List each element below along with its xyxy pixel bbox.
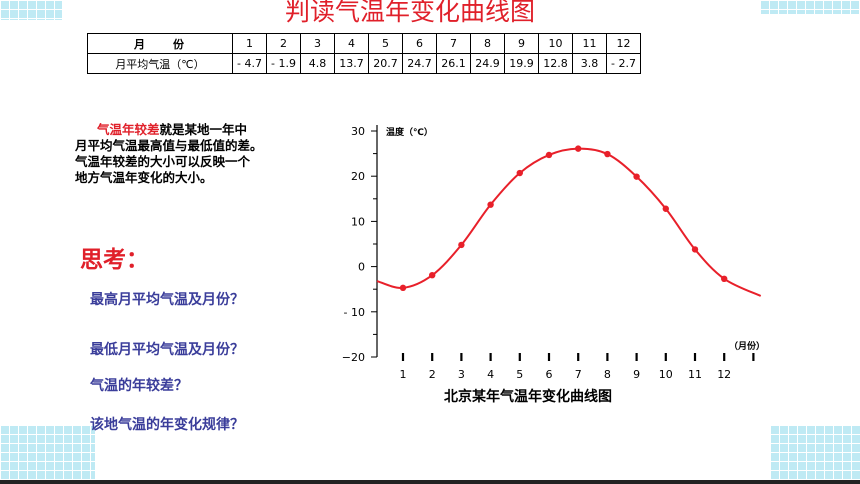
- table-cell: 3.8: [572, 53, 607, 74]
- corner-decoration-top-right: [760, 0, 860, 14]
- corner-decoration-bottom-right: [770, 425, 860, 484]
- think-heading: 思考：: [80, 247, 149, 273]
- data-point: [399, 284, 407, 292]
- table-cell: 26.1: [436, 53, 471, 74]
- data-point: [691, 246, 699, 253]
- y-tick-label: 30: [351, 125, 365, 138]
- data-point: [458, 241, 465, 249]
- table-cell: 6: [402, 33, 437, 54]
- chart-title: 北京某年气温年变化曲线图: [444, 389, 612, 405]
- question-3: 气温的年较差？: [90, 378, 188, 394]
- x-tick-label: 12: [717, 368, 731, 381]
- table-cell: 2: [266, 33, 301, 54]
- data-point: [575, 145, 582, 152]
- x-tick-label: 6: [546, 368, 553, 381]
- table-cell: - 4.7: [232, 53, 267, 74]
- definition-line-2: 月平均气温最高值与最低值的差。: [75, 138, 263, 153]
- data-point: [545, 151, 553, 159]
- table-header-month: 月 份: [87, 33, 233, 54]
- y-tick-label: 20: [351, 170, 365, 183]
- x-tick-label: 2: [429, 368, 436, 381]
- y-axis-label: 温度（℃）: [386, 126, 433, 138]
- table-cell: 4.8: [300, 53, 335, 74]
- table-cell: 1: [232, 33, 267, 54]
- table-cell: 5: [368, 33, 403, 54]
- data-point: [516, 169, 523, 177]
- table-header-temp: 月平均气温（℃）: [87, 53, 233, 74]
- x-tick-label: 11: [688, 368, 702, 381]
- question-4: 该地气温的年变化规律？: [90, 417, 244, 433]
- y-tick-label: −20: [342, 351, 365, 364]
- table-cell: 10: [538, 33, 573, 54]
- temperature-table: 月 份 1 2 3 4 5 6 7 8 9 10 11 12 月平均气温（℃） …: [87, 33, 641, 74]
- x-tick-label: 10: [659, 368, 673, 381]
- x-tick-label: 5: [516, 368, 523, 381]
- table-cell: 24.9: [470, 53, 505, 74]
- x-tick-label: 9: [633, 368, 640, 381]
- table-cell: 8: [470, 33, 505, 54]
- definition-line-1-rest: 就是某地一年中: [159, 122, 248, 137]
- x-axis-label: （月份）: [729, 340, 765, 352]
- question-2: 最低月平均气温及月份？: [90, 342, 244, 358]
- corner-decoration-top-left: [0, 0, 62, 20]
- data-point: [662, 205, 669, 212]
- page-title: 判读气温年变化曲线图: [284, 0, 535, 26]
- table-cell: 13.7: [334, 53, 369, 74]
- data-point: [487, 201, 494, 208]
- table-row-temps: 月平均气温（℃） - 4.7 - 1.9 4.8 13.7 20.7 24.7 …: [87, 53, 641, 74]
- x-tick-label: 8: [604, 368, 611, 381]
- definition-line-1: 气温年较差就是某地一年中: [75, 122, 340, 138]
- x-tick-label: 1: [400, 368, 407, 381]
- table-cell: - 1.9: [266, 53, 301, 74]
- data-point: [604, 150, 611, 158]
- question-1: 最高月平均气温及月份？: [90, 292, 244, 308]
- y-tick-label: 0: [358, 261, 365, 274]
- definition-line-4: 地方气温年变化的大小。: [75, 170, 213, 185]
- chart-series: [376, 145, 762, 297]
- table-cell: - 2.7: [606, 53, 641, 74]
- table-cell: 20.7: [368, 53, 403, 74]
- table-cell: 3: [300, 33, 335, 54]
- definition-line-3: 气温年较差的大小可以反映一个: [75, 154, 251, 169]
- y-tick-label: 10: [351, 215, 365, 228]
- table-cell: 19.9: [504, 53, 539, 74]
- table-cell: 11: [572, 33, 607, 54]
- y-tick-label: - 10: [344, 306, 365, 319]
- table-cell: 9: [504, 33, 539, 54]
- table-cell: 7: [436, 33, 471, 54]
- x-tick-label: 3: [458, 368, 465, 381]
- corner-decoration-bottom-left: [0, 425, 95, 484]
- bottom-border-line: [0, 480, 860, 484]
- x-tick-label: 4: [487, 368, 494, 381]
- table-cell: 12.8: [538, 53, 573, 74]
- data-point: [429, 271, 436, 279]
- data-point: [721, 275, 728, 283]
- table-row-months: 月 份 1 2 3 4 5 6 7 8 9 10 11 12: [87, 33, 641, 54]
- table-cell: 4: [334, 33, 369, 54]
- table-cell: 12: [606, 33, 641, 54]
- x-tick-label: 7: [575, 368, 582, 381]
- data-point: [633, 173, 640, 180]
- table-cell: 24.7: [402, 53, 437, 74]
- definition-text: 气温年较差就是某地一年中 月平均气温最高值与最低值的差。 气温年较差的大小可以反…: [75, 122, 340, 186]
- definition-highlight: 气温年较差: [97, 122, 160, 137]
